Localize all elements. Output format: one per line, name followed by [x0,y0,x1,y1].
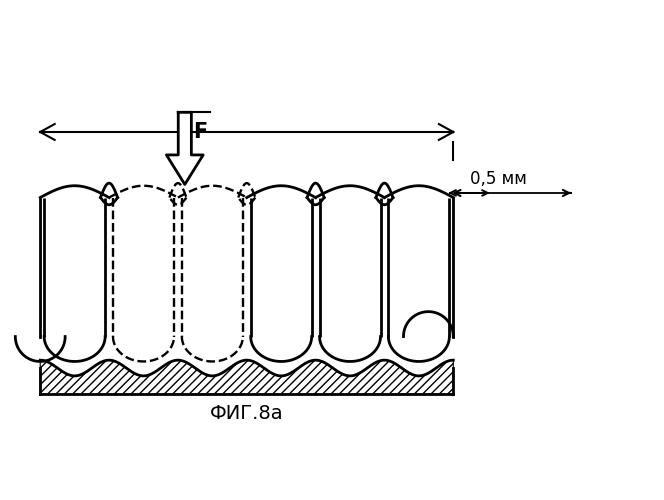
Polygon shape [167,112,203,184]
Text: F: F [193,122,207,142]
Text: ФИГ.8a: ФИГ.8a [210,404,284,423]
Text: 0,5 мм: 0,5 мм [469,170,527,188]
